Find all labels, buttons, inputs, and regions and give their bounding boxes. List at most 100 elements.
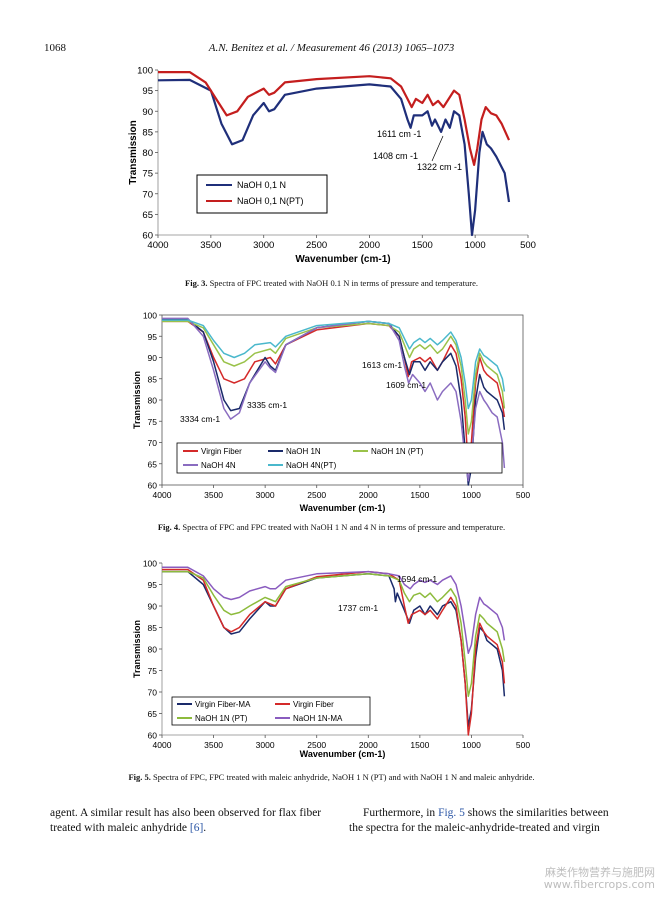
body-text: Furthermore, in [363, 807, 439, 819]
x-tick-label: 4000 [153, 490, 172, 500]
watermark-line: 麻类作物营养与施肥网 [545, 866, 655, 879]
y-tick-label: 65 [148, 709, 158, 719]
legend-label: NaOH 1N-MA [293, 714, 343, 723]
body-text-left: agent. A similar result has also been ob… [50, 806, 325, 836]
legend-box [171, 696, 371, 726]
y-tick-label: 65 [148, 459, 158, 469]
watermark-line: www.fibercrops.com [543, 878, 655, 891]
page-header: 1068 A.N. Benitez et al. / Measurement 4… [0, 42, 663, 58]
y-tick-label: 85 [148, 623, 158, 633]
annotation-1594: 1594 cm-1 [397, 574, 437, 584]
body-line: Furthermore, in Fig. 5 shows the similar… [349, 806, 619, 821]
legend-box [176, 442, 503, 474]
legend-label: NaOH 4N [201, 461, 236, 470]
y-tick-label: 60 [148, 731, 158, 741]
y-tick-label: 90 [142, 107, 153, 118]
x-tick-label: 1000 [462, 490, 481, 500]
x-tick-label: 3000 [256, 490, 275, 500]
x-tick-label: 2500 [307, 490, 326, 500]
watermark: 麻类作物营养与施肥网 www.fibercrops.com [544, 867, 655, 891]
y-tick-label: 90 [148, 353, 158, 363]
series-line [162, 566, 506, 655]
y-tick-label: 95 [148, 332, 158, 342]
body-line: treated with maleic anhydride [6]. [50, 821, 325, 836]
y-tick-label: 85 [142, 127, 153, 138]
series-line [158, 71, 511, 166]
legend-label: NaOH 1N (PT) [195, 714, 248, 723]
series-line [162, 570, 506, 728]
series-line [162, 320, 506, 469]
x-axis-label: Wavenumber (cm-1) [300, 503, 386, 513]
y-tick-label: 100 [143, 559, 157, 569]
x-tick-label: 1000 [465, 240, 486, 251]
x-tick-label: 4000 [147, 240, 168, 251]
legend-label: NaOH 4N(PT) [286, 461, 337, 470]
legend-box [196, 174, 328, 214]
legend-label: Virgin Fiber [293, 700, 334, 709]
legend-label: Virgin Fiber [201, 447, 242, 456]
annotation-1611: 1611 cm -1 [377, 129, 421, 139]
figure-5-caption: Fig. 5. Spectra of FPC, FPC treated with… [0, 772, 663, 782]
annotation-1609: 1609 cm-1 [386, 380, 426, 390]
caption-text: Spectra of FPC and FPC treated with NaOH… [182, 522, 506, 532]
page-number: 1068 [44, 42, 66, 54]
annotation-3335: 3335 cm-1 [247, 400, 287, 410]
y-tick-label: 75 [142, 169, 153, 180]
legend-label: NaOH 0,1 N(PT) [237, 196, 304, 206]
x-tick-label: 1500 [410, 490, 429, 500]
legend-label: Virgin Fiber-MA [195, 700, 251, 709]
series-line [162, 319, 506, 410]
annotation-3334: 3334 cm-1 [180, 414, 220, 424]
x-tick-label: 3500 [204, 740, 223, 750]
y-tick-label: 95 [148, 580, 158, 590]
x-tick-label: 2000 [359, 740, 378, 750]
annotation-leader [431, 135, 444, 162]
x-tick-label: 2500 [306, 240, 327, 251]
x-tick-label: 4000 [153, 740, 172, 750]
series-line [162, 570, 506, 698]
x-tick-label: 500 [516, 490, 530, 500]
series-line [162, 568, 506, 736]
y-tick-label: 65 [142, 210, 153, 221]
y-tick-label: 70 [148, 688, 158, 698]
y-tick-label: 80 [148, 396, 158, 406]
y-axis-label: Transmission [128, 120, 139, 184]
y-tick-label: 70 [148, 438, 158, 448]
x-axis-label: Wavenumber (cm-1) [295, 254, 390, 265]
figure-5-chart: 60 65 70 75 80 85 90 95 100 4000 3500 3000 2500 2000 1… [132, 559, 530, 760]
figure-link[interactable]: Fig. 5 [438, 807, 465, 819]
y-tick-label: 85 [148, 374, 158, 384]
x-tick-label: 500 [520, 240, 536, 251]
y-tick-label: 70 [142, 189, 153, 200]
x-tick-label: 500 [516, 740, 530, 750]
body-text: . [203, 822, 207, 834]
annotation-1322: 1322 cm -1 [417, 162, 462, 172]
y-tick-label: 90 [148, 602, 158, 612]
x-tick-label: 1500 [410, 740, 429, 750]
y-tick-label: 60 [148, 481, 158, 491]
reference-link[interactable]: [6] [189, 822, 204, 834]
legend-label: NaOH 0,1 N [237, 180, 286, 190]
y-tick-label: 75 [148, 417, 158, 427]
series-line [157, 78, 511, 237]
caption-text: Spectra of FPC treated with NaOH 0.1 N i… [209, 278, 478, 288]
y-tick-label: 95 [142, 86, 153, 97]
x-tick-label: 2500 [307, 740, 326, 750]
caption-label: Fig. 4. [157, 522, 181, 532]
y-axis-label: Transmission [132, 371, 142, 429]
series-line [162, 317, 506, 482]
x-tick-label: 1000 [462, 740, 481, 750]
y-axis-label: Transmission [132, 620, 142, 678]
caption-label: Fig. 5. [128, 772, 151, 782]
journal-citation: A.N. Benitez et al. / Measurement 46 (20… [208, 42, 455, 54]
body-line: the spectra for the maleic-anhydride-tre… [349, 822, 600, 834]
body-text: treated with maleic anhydride [50, 822, 190, 834]
legend-label: NaOH 1N (PT) [371, 447, 424, 456]
figure-3-chart: 60 65 70 75 80 85 90 95 100 4000 3500 3000 2500 2000 1… [128, 66, 536, 266]
caption-label: Fig. 3. [185, 278, 208, 288]
body-text: shows the similarities between [464, 807, 609, 819]
body-line: agent. A similar result has also been ob… [50, 807, 322, 819]
y-tick-label: 100 [137, 66, 153, 77]
annotation-1737: 1737 cm-1 [338, 603, 378, 613]
legend-label: NaOH 1N [286, 447, 321, 456]
